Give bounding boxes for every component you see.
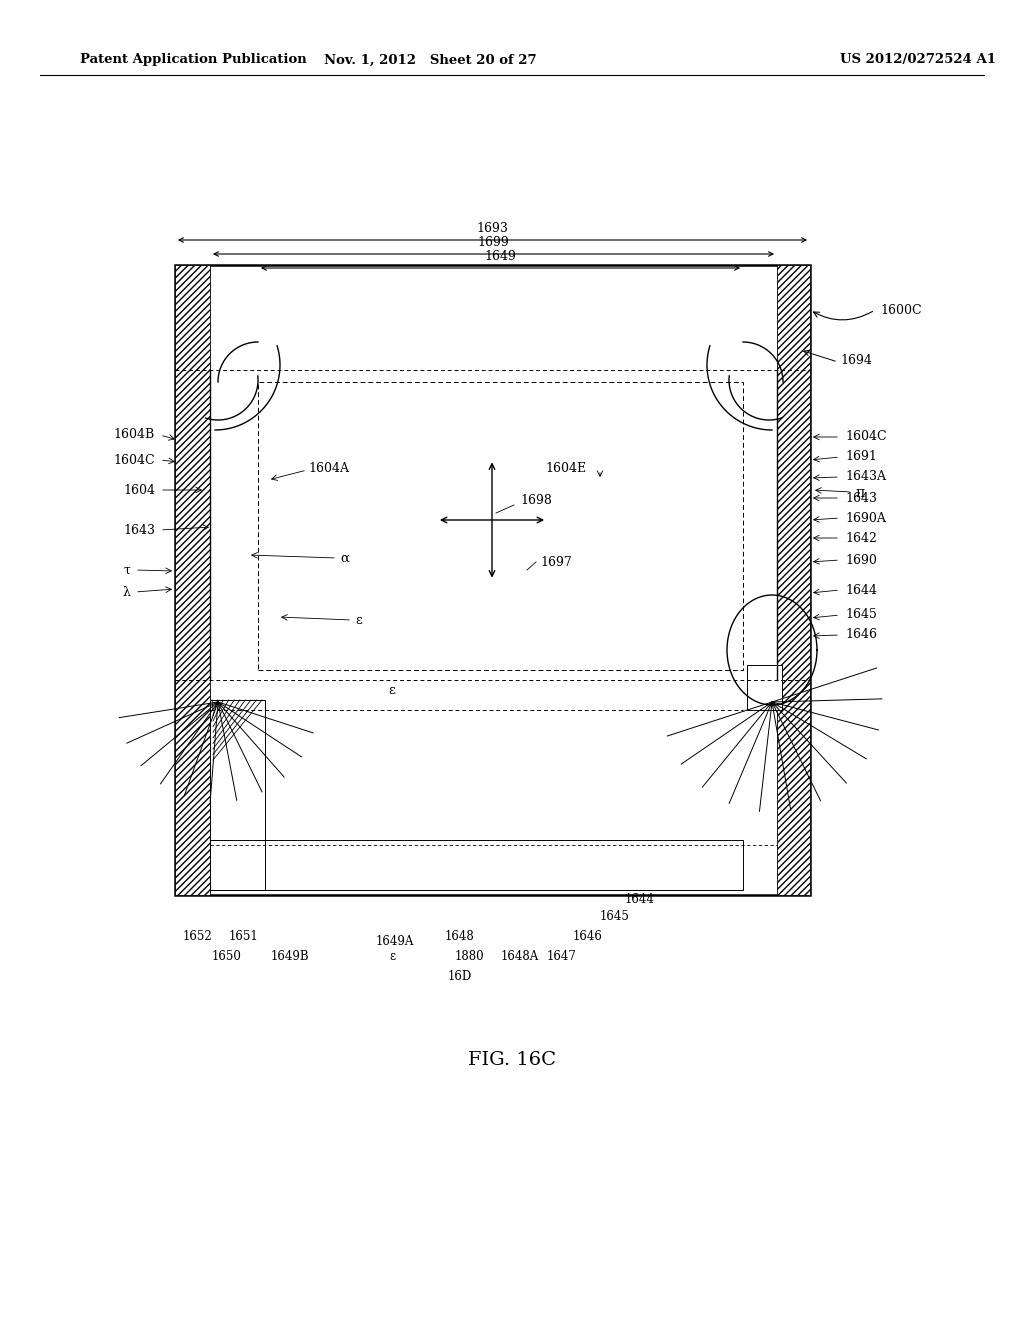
Text: ε: ε	[388, 684, 395, 697]
Text: 1649A: 1649A	[376, 935, 414, 948]
Text: 1694: 1694	[840, 354, 871, 367]
Text: ε: ε	[389, 950, 395, 964]
Text: 1604A: 1604A	[308, 462, 349, 474]
Bar	[210, 840, 743, 890]
Text: 16D: 16D	[447, 970, 472, 983]
Text: Patent Application Publication: Patent Application Publication	[80, 54, 307, 66]
Bar	[777, 265, 810, 895]
Text: 1649B: 1649B	[270, 950, 309, 964]
Text: 1604: 1604	[123, 483, 155, 496]
Text: 1604E: 1604E	[545, 462, 586, 474]
Text: ε: ε	[355, 614, 361, 627]
Text: 1604C: 1604C	[845, 430, 887, 444]
Text: 1880: 1880	[455, 950, 483, 964]
Text: 1697: 1697	[540, 556, 571, 569]
Text: 1648A: 1648A	[501, 950, 539, 964]
Text: 1646: 1646	[573, 931, 603, 942]
Text: 1648: 1648	[445, 931, 475, 942]
Text: 1650: 1650	[212, 950, 242, 964]
Text: 1647: 1647	[547, 950, 577, 964]
Text: 1643: 1643	[123, 524, 155, 536]
Text: 1698: 1698	[520, 494, 552, 507]
Text: 1643A: 1643A	[845, 470, 886, 483]
Text: 1644: 1644	[625, 894, 655, 906]
Text: 1691: 1691	[845, 450, 877, 463]
Text: τ: τ	[123, 564, 130, 577]
Bar	[746, 665, 782, 710]
Text: 1644: 1644	[845, 583, 877, 597]
Text: 1699: 1699	[477, 235, 509, 248]
Bar	[210, 700, 265, 890]
Text: λ: λ	[122, 586, 130, 598]
Text: 1604C: 1604C	[114, 454, 155, 466]
Text: α: α	[340, 552, 349, 565]
Text: FIG. 16C: FIG. 16C	[468, 1051, 556, 1069]
Text: 1600C: 1600C	[880, 304, 922, 317]
Text: 1690A: 1690A	[845, 511, 886, 524]
Bar	[258, 381, 743, 671]
Text: 1649: 1649	[484, 249, 516, 263]
Text: 1642: 1642	[845, 532, 877, 544]
Text: 1651: 1651	[228, 931, 258, 942]
Text: 1604B: 1604B	[114, 429, 155, 441]
Text: 1693: 1693	[476, 222, 509, 235]
Text: 1645: 1645	[845, 609, 877, 622]
Text: 1646: 1646	[845, 628, 877, 642]
Text: π: π	[855, 486, 864, 500]
Text: 1643: 1643	[845, 491, 877, 504]
Text: 1645: 1645	[600, 909, 630, 923]
Text: 1690: 1690	[845, 553, 877, 566]
Text: 1652: 1652	[183, 931, 213, 942]
Text: Nov. 1, 2012   Sheet 20 of 27: Nov. 1, 2012 Sheet 20 of 27	[324, 54, 537, 66]
Text: US 2012/0272524 A1: US 2012/0272524 A1	[840, 54, 996, 66]
Bar	[175, 265, 810, 895]
Bar	[175, 265, 210, 895]
